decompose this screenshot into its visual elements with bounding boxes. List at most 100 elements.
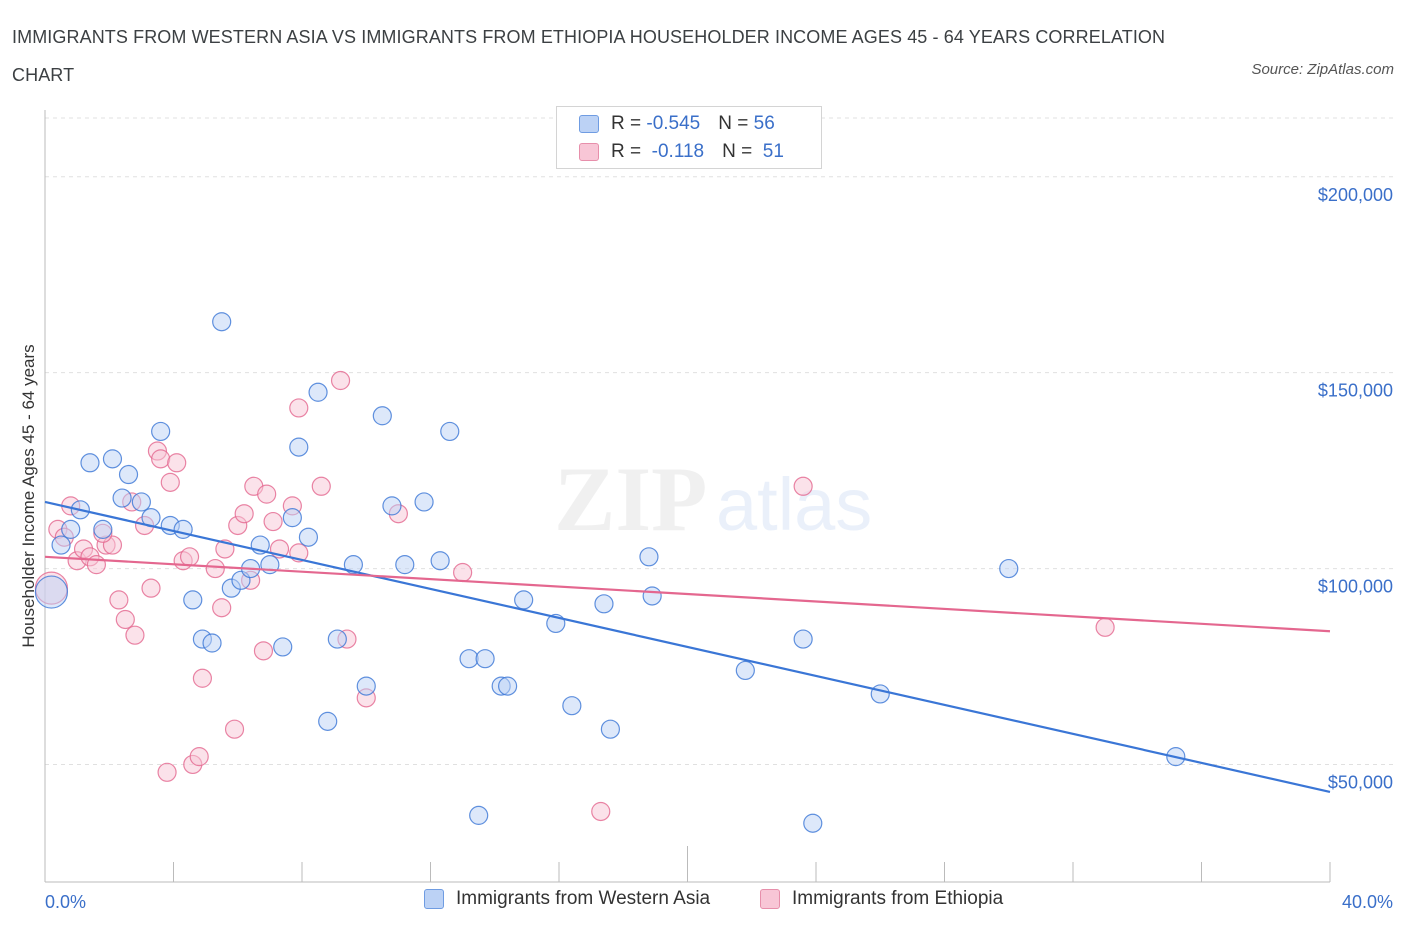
ethiopia-point [453, 562, 473, 583]
ethiopia-point [591, 801, 611, 822]
western-asia-point [475, 649, 495, 669]
y-tick-label: $200,000 [1318, 185, 1393, 205]
western-asia-point [594, 594, 614, 614]
western-asia-point [202, 633, 222, 653]
ethiopia-point [212, 598, 232, 618]
western-asia-point [793, 629, 813, 649]
western-asia-point [514, 590, 534, 610]
n-value: 51 [757, 141, 784, 162]
western-asia-point [395, 555, 415, 575]
r-label: R = [611, 113, 647, 134]
y-tick-labels: $50,000 $100,000 $150,000 $200,000 [1318, 185, 1393, 793]
x-tick-labels: 0.0% 40.0% [45, 892, 1393, 912]
western-asia-point [639, 547, 659, 567]
western-asia-point [80, 453, 100, 473]
western-asia-point [469, 805, 489, 825]
western-asia-point [459, 649, 479, 669]
western-asia-point [112, 488, 132, 508]
y-tick-label: $150,000 [1318, 381, 1393, 401]
western-asia-point [51, 535, 71, 555]
ethiopia-point [192, 668, 213, 688]
western-asia-point [289, 437, 309, 457]
western-asia-point [212, 312, 232, 332]
ethiopia-point [160, 472, 180, 492]
western-asia-point [308, 382, 328, 402]
western-asia-point [183, 590, 203, 610]
ethiopia-point [141, 578, 161, 598]
western-asia-point [131, 492, 151, 512]
ethiopia-point [1095, 617, 1115, 637]
ethiopia-point [253, 641, 274, 661]
ethiopia-point [115, 609, 135, 630]
western-asia-point [999, 558, 1019, 579]
ethiopia-point [125, 625, 145, 645]
western-asia-point [372, 406, 392, 426]
western-asia-point [318, 711, 338, 731]
ethiopia-point [311, 476, 331, 496]
ethiopia-point [179, 547, 200, 567]
trend-line-ethiopia [44, 555, 1331, 633]
n-value: 56 [753, 113, 775, 134]
legend-item-ethiopia[interactable]: Immigrants from Ethiopia [760, 888, 1003, 910]
western-asia-point [803, 813, 823, 833]
ethiopia-point [189, 747, 209, 767]
trend-lines [44, 500, 1331, 793]
grid-lines [45, 117, 1395, 765]
r-label: R = [611, 141, 647, 162]
x-tick-label: 0.0% [45, 892, 86, 912]
r-value: -0.118 [646, 141, 705, 162]
legend-row-ethiopia: R = -0.118 N = 51 [579, 139, 784, 165]
r-value: -0.545 [646, 113, 701, 134]
western-asia-point [600, 719, 621, 739]
western-asia-point [414, 492, 434, 512]
chart-source: Source: ZipAtlas.com [1251, 61, 1394, 78]
svg-text:atlas: atlas [716, 463, 872, 546]
ethiopia-point [330, 370, 351, 391]
blue-swatch [424, 889, 444, 909]
pink-swatch [760, 889, 780, 909]
western-asia-point [498, 676, 518, 696]
ethiopia-point [157, 762, 177, 782]
ethiopia-point [167, 453, 187, 473]
ethiopia-point [257, 484, 277, 504]
ethiopia-point [205, 558, 225, 579]
y-axis-label: Householder Income Ages 45 - 64 years [19, 344, 38, 647]
ethiopia-point [151, 449, 171, 469]
legend-label: Immigrants from Ethiopia [792, 888, 1004, 909]
western-asia-point [118, 464, 139, 485]
legend-label: Immigrants from Western Asia [456, 888, 711, 909]
n-label: N = [718, 113, 754, 134]
western-asia-point [735, 660, 755, 681]
ethiopia-point [263, 511, 283, 532]
blue-swatch [579, 115, 599, 133]
western-asia-point [102, 449, 123, 469]
western-asia-point [61, 519, 81, 539]
western-asia-point [298, 527, 319, 547]
ethiopia-point [224, 719, 245, 739]
western-asia-point [93, 519, 113, 539]
axes [44, 110, 1331, 883]
western-asia-point [34, 575, 69, 609]
western-asia-point [173, 519, 193, 539]
western-asia-point [327, 629, 347, 649]
western-asia-point [356, 676, 376, 696]
ethiopia-point [289, 398, 309, 418]
legend-item-western-asia[interactable]: Immigrants from Western Asia [424, 888, 710, 910]
svg-text:ZIP: ZIP [554, 448, 707, 550]
western-asia-point [430, 551, 450, 571]
ethiopia-point [793, 476, 813, 496]
watermark: ZIP atlas [554, 448, 872, 550]
western-asia-point [282, 508, 302, 528]
western-asia-point [382, 496, 402, 516]
western-asia-point [562, 696, 582, 716]
y-tick-label: $100,000 [1318, 577, 1393, 597]
chart-title: IMMIGRANTS FROM WESTERN ASIA VS IMMIGRAN… [12, 27, 1166, 85]
correlation-legend: R = -0.545 N = 56 R = -0.118 N = 51 [556, 106, 822, 169]
legend-row-western-asia: R = -0.545 N = 56 [579, 111, 775, 137]
x-tick-label: 40.0% [1342, 892, 1393, 912]
n-label: N = [722, 141, 758, 162]
ethiopia-point [109, 590, 129, 610]
series-legend: Immigrants from Western Asia Immigrants … [0, 888, 1406, 916]
western-asia-point [642, 586, 662, 606]
